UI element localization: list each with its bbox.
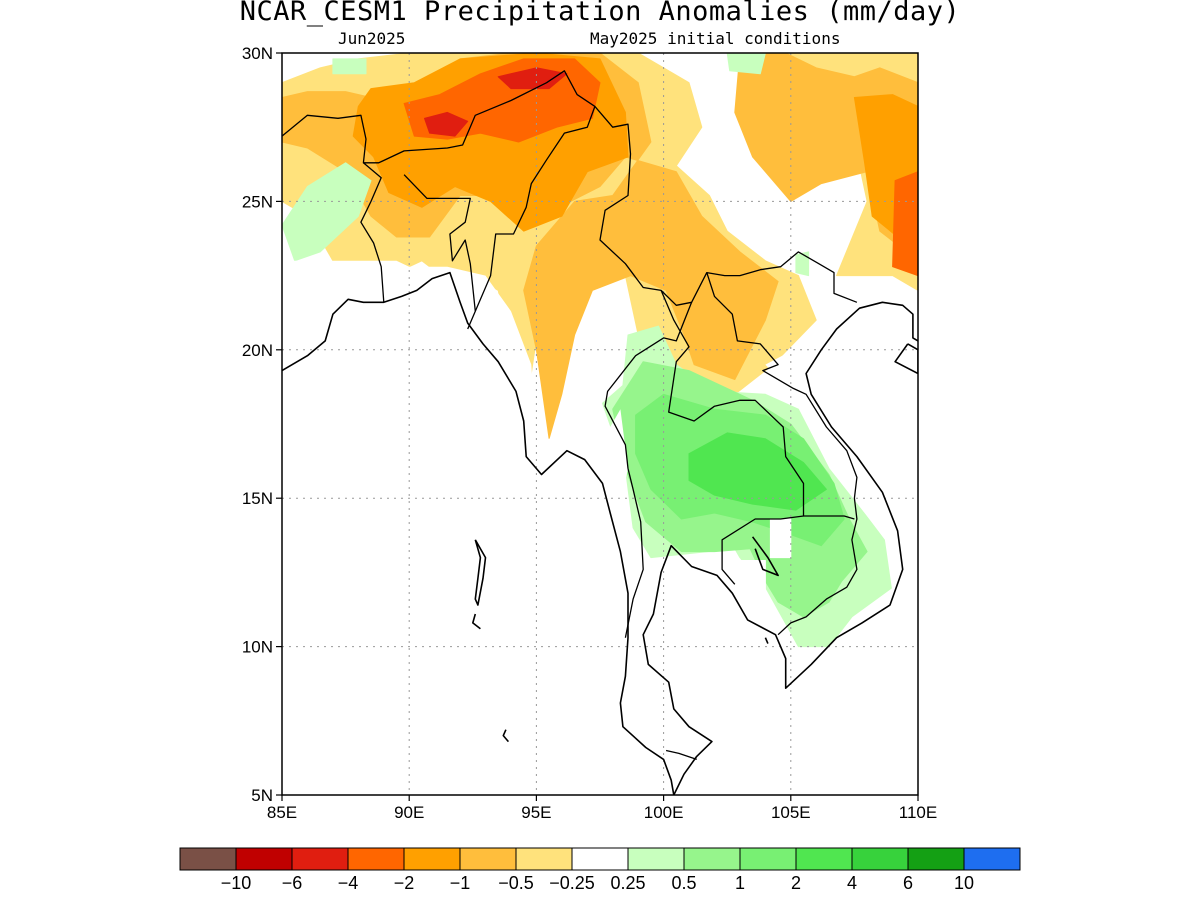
country-border-0 xyxy=(282,70,858,306)
legend-label: −2 xyxy=(394,873,415,893)
graticule xyxy=(282,53,918,795)
anomaly-region-9 xyxy=(497,67,568,90)
lat-tick-label: 15N xyxy=(242,489,273,508)
lat-tick-label: 20N xyxy=(242,341,273,360)
anomaly-fills xyxy=(282,53,918,648)
coastline-4 xyxy=(502,729,510,743)
country-border-1 xyxy=(360,162,385,303)
initial-conditions: May2025 initial conditions xyxy=(590,29,841,48)
legend-swatch xyxy=(403,847,461,871)
anomaly-region-12 xyxy=(795,251,810,277)
legend-label: −4 xyxy=(338,873,359,893)
lon-tick-label: 95E xyxy=(521,803,551,822)
coastline-3 xyxy=(471,613,481,630)
anomaly-region-14 xyxy=(726,53,766,75)
legend-label: 2 xyxy=(791,873,801,893)
lat-tick-label: 10N xyxy=(242,638,273,657)
legend-label: 0.25 xyxy=(610,873,645,893)
anomaly-region-7 xyxy=(892,171,918,277)
lon-tick-label: 105E xyxy=(771,803,811,822)
country-border-5 xyxy=(604,302,693,469)
boundary-lines xyxy=(282,70,918,795)
legend-swatch xyxy=(683,847,741,871)
anomaly-region-18 xyxy=(688,432,827,511)
map-frame xyxy=(281,52,919,796)
legend-label: −10 xyxy=(221,873,252,893)
map-plot-area xyxy=(282,53,918,795)
legend-swatch xyxy=(851,847,909,871)
coastline-2 xyxy=(474,539,487,606)
lon-tick-label: 85E xyxy=(267,803,297,822)
legend-label: −0.25 xyxy=(549,873,595,893)
anomaly-region-10 xyxy=(282,162,372,262)
coastline-0 xyxy=(282,271,675,795)
lat-tick-label: 5N xyxy=(251,786,273,805)
coastline-6 xyxy=(764,637,769,644)
legend-label: −1 xyxy=(450,873,471,893)
legend-swatch xyxy=(795,847,853,871)
legend-swatch xyxy=(571,847,629,871)
legend-label: 6 xyxy=(903,873,913,893)
legend-label: 1 xyxy=(735,873,745,893)
legend-swatch xyxy=(907,847,965,871)
legend-swatch xyxy=(627,847,685,871)
color-legend: −10 −6 −4 −2 −1 −0.5 −0.25 0.25 0.5 1 2 4 6 10 xyxy=(179,847,1021,893)
lon-tick-label: 90E xyxy=(394,803,424,822)
legend-swatch xyxy=(347,847,405,871)
legend-label: −6 xyxy=(282,873,303,893)
lon-tick-label: 110E xyxy=(899,803,937,822)
legend-swatch xyxy=(963,847,1021,871)
lat-tick-label: 30N xyxy=(242,44,273,63)
coastline-5 xyxy=(751,536,779,577)
country-border-4 xyxy=(660,290,805,585)
anomaly-region-19 xyxy=(769,518,792,559)
country-border-3 xyxy=(474,106,596,312)
legend-swatch xyxy=(739,847,797,871)
legend-swatch xyxy=(235,847,293,871)
forecast-month: Jun2025 xyxy=(338,29,406,48)
legend-label: −0.5 xyxy=(498,873,534,893)
country-border-2 xyxy=(403,174,476,330)
legend-swatch xyxy=(515,847,573,871)
legend-label: 10 xyxy=(954,873,974,893)
anomaly-region-13 xyxy=(332,58,367,75)
masked-areas xyxy=(282,260,918,795)
lat-tick-label: 25N xyxy=(242,192,273,211)
ocean-mask-0 xyxy=(282,260,918,795)
legend-swatch xyxy=(459,847,517,871)
country-border-8 xyxy=(706,272,858,636)
lon-tick-label: 100E xyxy=(644,803,684,822)
anomaly-region-8 xyxy=(424,111,469,137)
legend-swatch xyxy=(291,847,349,871)
legend-label: 4 xyxy=(847,873,857,893)
legend-label: 0.5 xyxy=(671,873,696,893)
coastline-1 xyxy=(642,301,918,795)
country-border-7 xyxy=(665,749,697,761)
country-border-9 xyxy=(803,515,855,520)
map-title: NCAR_CESM1 Precipitation Anomalies (mm/d… xyxy=(239,0,961,27)
country-border-6 xyxy=(624,468,644,638)
legend-swatch xyxy=(179,847,237,871)
coastline-7 xyxy=(894,343,918,375)
